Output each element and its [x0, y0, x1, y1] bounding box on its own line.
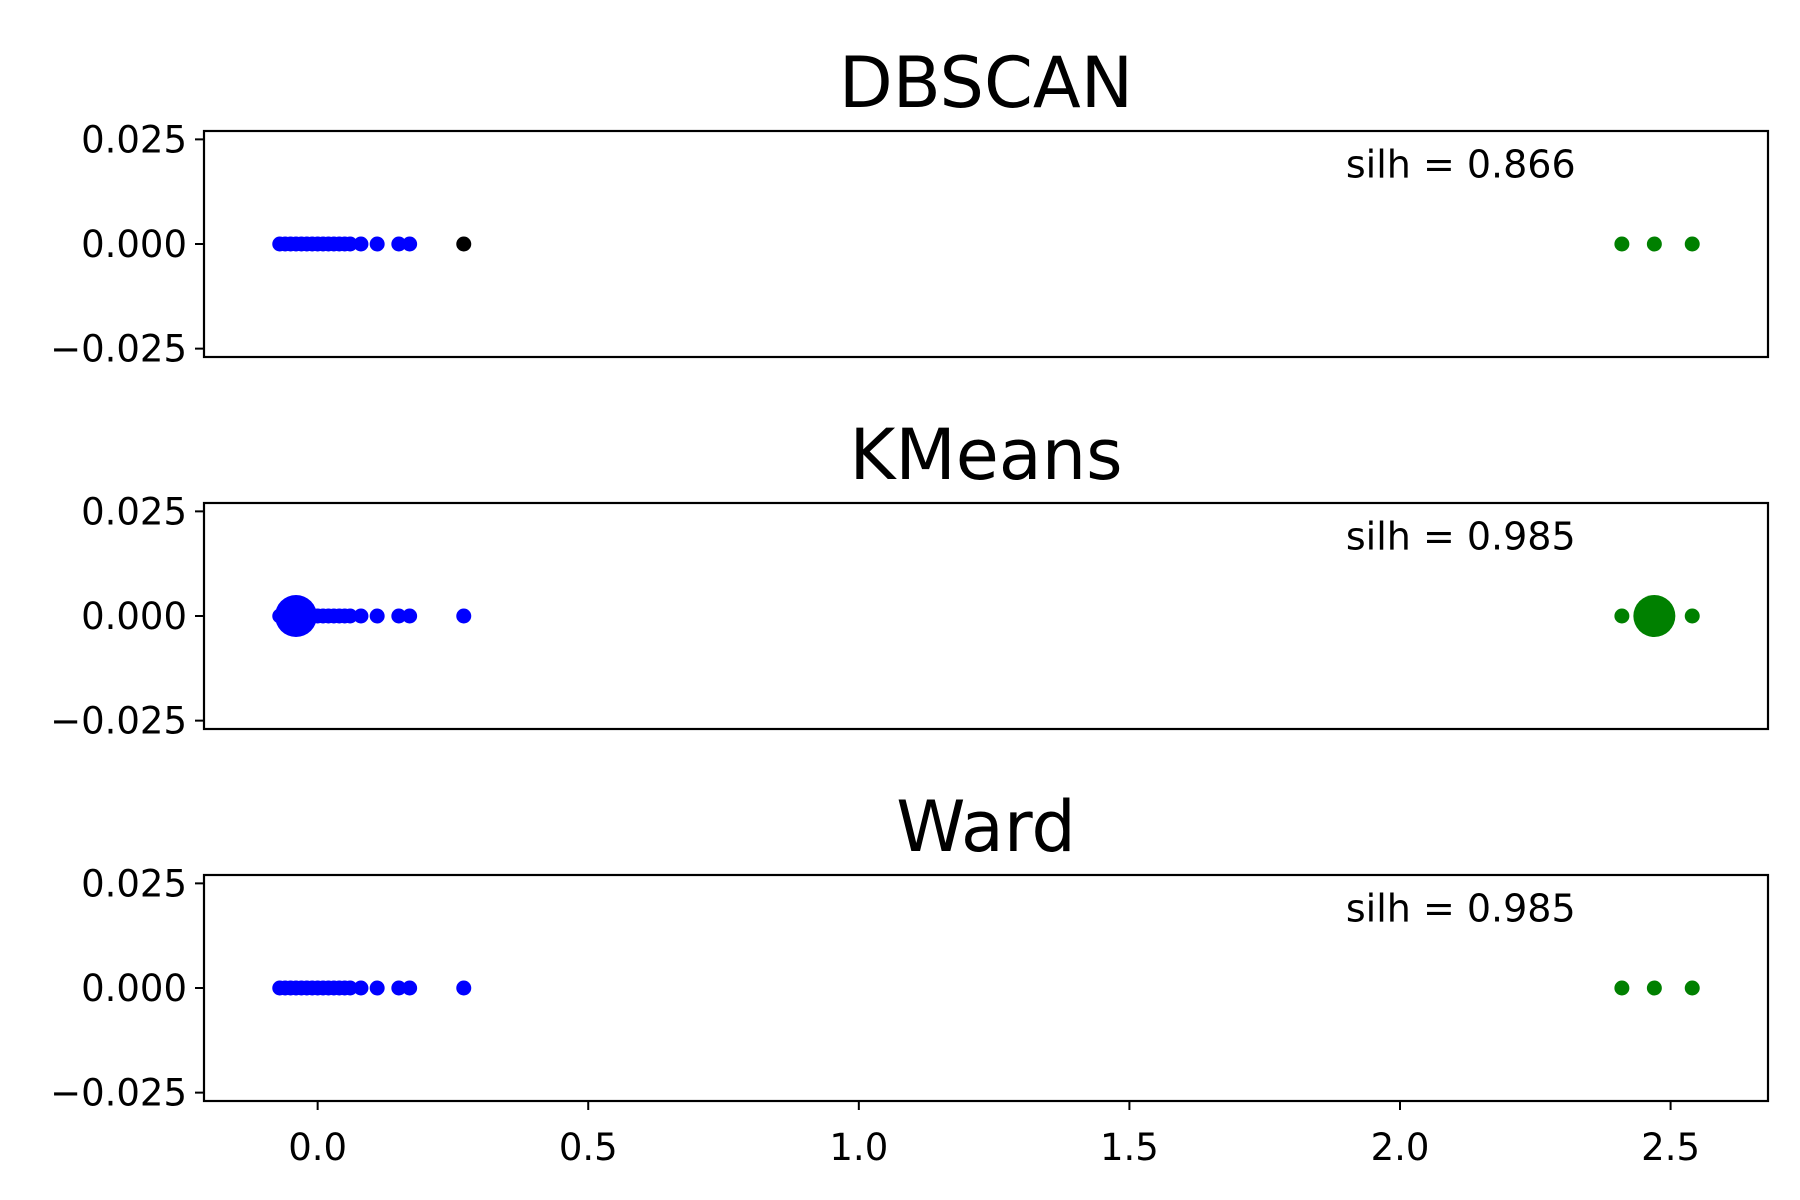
data-point: [275, 595, 317, 637]
data-point: [1684, 236, 1700, 252]
data-point: [1614, 608, 1630, 624]
data-point: [391, 608, 407, 624]
x-tick-label: 0.5: [559, 1126, 618, 1169]
silhouette-annotation: silh = 0.985: [1346, 514, 1576, 558]
data-point: [402, 236, 418, 252]
data-point: [369, 980, 385, 996]
data-point: [1646, 236, 1662, 252]
data-point: [1684, 608, 1700, 624]
data-point: [402, 980, 418, 996]
plot-frame: [202, 501, 1770, 731]
y-tick-label: 0.025: [81, 490, 187, 533]
data-point: [342, 236, 358, 252]
data-point: [353, 980, 369, 996]
series-1: [1614, 608, 1700, 624]
subplot-title: Ward: [896, 786, 1076, 868]
y-tick-label: 0.000: [81, 595, 187, 638]
data-point: [1614, 236, 1630, 252]
data-point: [1633, 595, 1676, 637]
data-point: [369, 608, 385, 624]
subplot-ward: Ward 0.025 0.000 −0.025 0.0 0.5 1.0 1.5 2.0 2.5 si…: [50, 786, 1770, 1169]
data-point: [456, 236, 472, 252]
series-2: [275, 595, 317, 637]
data-point: [342, 980, 358, 996]
y-tick-label: −0.025: [50, 700, 187, 743]
silhouette-annotation: silh = 0.985: [1346, 886, 1576, 930]
subplot-title: KMeans: [849, 414, 1122, 496]
series-0: [272, 236, 418, 252]
series-0: [272, 980, 472, 996]
silhouette-annotation: silh = 0.866: [1346, 142, 1576, 186]
y-tick-label: −0.025: [50, 1072, 187, 1115]
data-point: [342, 608, 358, 624]
data-point: [402, 608, 418, 624]
plot-frame: [202, 129, 1770, 359]
series-3: [1633, 595, 1676, 637]
y-tick-label: 0.025: [81, 862, 187, 905]
data-point: [1646, 980, 1662, 996]
data-point: [391, 236, 407, 252]
data-point: [1684, 980, 1700, 996]
data-point: [369, 236, 385, 252]
subplot-kmeans: KMeans 0.025 0.000 −0.025 silh = 0.985: [50, 414, 1770, 743]
plot-frame: [202, 873, 1770, 1103]
y-tick-label: 0.025: [81, 118, 187, 161]
x-tick-label: 0.0: [288, 1126, 347, 1169]
data-point: [353, 236, 369, 252]
series-2: [1614, 236, 1700, 252]
series-1: [1614, 980, 1700, 996]
y-tick-label: −0.025: [50, 328, 187, 371]
x-tick-label: 1.5: [1100, 1126, 1159, 1169]
subplot-title: DBSCAN: [839, 42, 1133, 124]
series-1: [456, 236, 472, 252]
x-tick-label: 1.0: [829, 1126, 888, 1169]
data-point: [391, 980, 407, 996]
data-point: [456, 980, 472, 996]
data-point: [1614, 980, 1630, 996]
x-tick-label: 2.5: [1641, 1126, 1700, 1169]
data-point: [353, 608, 369, 624]
y-tick-label: 0.000: [81, 223, 187, 266]
data-point: [456, 608, 472, 624]
subplot-dbscan: DBSCAN 0.025 0.000 −0.025 silh = 0.866: [50, 42, 1770, 371]
x-tick-label: 2.0: [1371, 1126, 1430, 1169]
y-tick-label: 0.000: [81, 967, 187, 1010]
